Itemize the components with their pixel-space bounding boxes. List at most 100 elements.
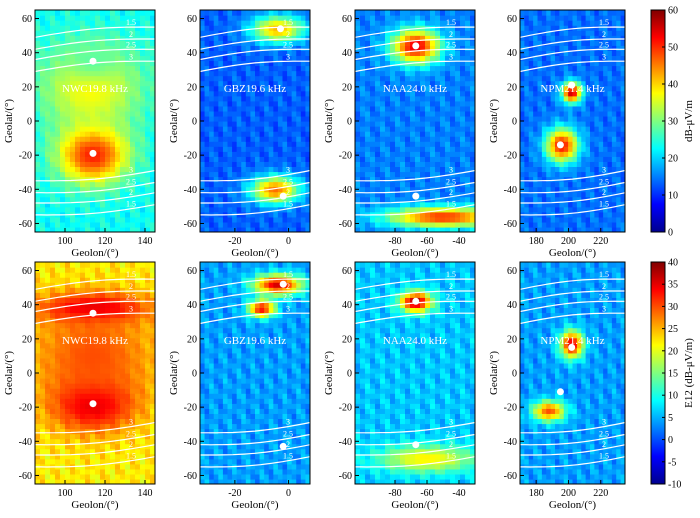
heatmap-cell [75, 272, 81, 278]
heatmap-cell [236, 15, 242, 21]
heatmap-cell [420, 80, 426, 87]
heatmap-cell [291, 90, 297, 97]
heatmap-cell [611, 216, 617, 223]
heatmap-cell [445, 141, 451, 147]
heatmap-cell [520, 201, 525, 208]
heatmap-cell [255, 121, 261, 127]
heatmap-cell [218, 35, 224, 41]
station-label: NPM21.4 kHz [540, 83, 604, 95]
heatmap-cell [145, 121, 151, 127]
heatmap-cell [470, 211, 475, 218]
heatmap-cell [95, 342, 101, 349]
heatmap-cell [355, 191, 361, 198]
heatmap-cell [140, 115, 146, 122]
heatmap-cell [218, 156, 224, 162]
heatmap-cell [145, 221, 151, 228]
heatmap-cell [520, 100, 525, 107]
contour-line [200, 48, 310, 61]
heatmap-cell [546, 75, 552, 82]
heatmap-cell [236, 206, 242, 213]
heatmap-cell [95, 413, 101, 420]
heatmap-cell [607, 110, 613, 117]
heatmap-cell [385, 50, 391, 57]
heatmap-cell [445, 85, 451, 92]
heatmap-cell [380, 216, 386, 223]
heatmap-cell [390, 75, 396, 82]
heatmap-cell [559, 226, 565, 232]
heatmap-cell [218, 176, 224, 183]
heatmap-cell [524, 60, 530, 67]
heatmap-cell [70, 141, 76, 147]
heatmap-cell [415, 126, 421, 132]
heatmap-cell [241, 55, 247, 62]
heatmap-cell [380, 105, 386, 112]
heatmap-cell [528, 141, 534, 147]
heatmap-cell [70, 105, 76, 112]
heatmap-cell [70, 45, 76, 51]
heatmap-cell [90, 357, 96, 364]
heatmap-cell [70, 277, 76, 283]
heatmap-cell [395, 176, 401, 183]
heatmap-cell [50, 191, 56, 198]
heatmap-cell [594, 181, 600, 188]
heatmap-cell [282, 171, 288, 178]
heatmap-cell [50, 453, 56, 460]
heatmap-cell [55, 146, 61, 152]
heatmap-cell [287, 35, 293, 41]
heatmap-cell [616, 50, 622, 57]
heatmap-cell [460, 206, 466, 213]
heatmap-cell [533, 181, 539, 188]
heatmap-cell [300, 75, 307, 82]
heatmap-cell [546, 171, 552, 178]
heatmap-cell [415, 70, 421, 77]
heatmap-cell [616, 40, 622, 46]
heatmap-cell [590, 20, 595, 26]
heatmap-cell [95, 297, 101, 303]
heatmap-cell [40, 196, 46, 203]
heatmap-cell [218, 55, 224, 62]
heatmap-cell [585, 141, 591, 147]
heatmap-cell [450, 161, 456, 168]
heatmap-cell [264, 206, 270, 213]
heatmap-cell [425, 30, 431, 36]
heatmap-cell [598, 166, 604, 173]
heatmap-cell [291, 105, 297, 112]
heatmap-cell [140, 136, 146, 142]
heatmap-cell [50, 206, 56, 213]
heatmap-cell [140, 216, 146, 223]
heatmap-cell [60, 15, 66, 21]
heatmap-cell [209, 80, 215, 87]
heatmap-cell [590, 156, 595, 162]
heatmap-cell [268, 50, 274, 57]
heatmap-cell [65, 378, 71, 384]
heatmap-cell [594, 85, 600, 92]
heatmap-cell [150, 85, 155, 92]
heatmap-cell [572, 221, 578, 228]
heatmap-cell [115, 70, 121, 77]
heatmap-cell [55, 95, 61, 102]
heatmap-cell [430, 216, 436, 223]
heatmap-cell [581, 100, 587, 107]
heatmap-cell [420, 35, 426, 41]
heatmap-cell [425, 221, 431, 228]
heatmap-cell [227, 35, 233, 41]
heatmap-cell [35, 15, 41, 21]
heatmap-cell [209, 176, 215, 183]
heatmap-cell [524, 191, 530, 198]
heatmap-cell [80, 121, 86, 127]
heatmap-cell [533, 115, 539, 122]
heatmap-cell [520, 110, 525, 117]
heatmap-cell [255, 156, 261, 162]
heatmap-cell [90, 423, 96, 430]
heatmap-cell [70, 272, 76, 278]
heatmap-cell [241, 186, 247, 193]
heatmap-cell [250, 55, 256, 62]
heatmap-cell [390, 121, 396, 127]
heatmap-cell [520, 131, 525, 137]
heatmap-cell [250, 90, 256, 97]
heatmap-cell [370, 181, 376, 188]
heatmap-cell [232, 191, 238, 198]
heatmap-cell [620, 141, 625, 147]
heatmap-cell [232, 151, 238, 157]
